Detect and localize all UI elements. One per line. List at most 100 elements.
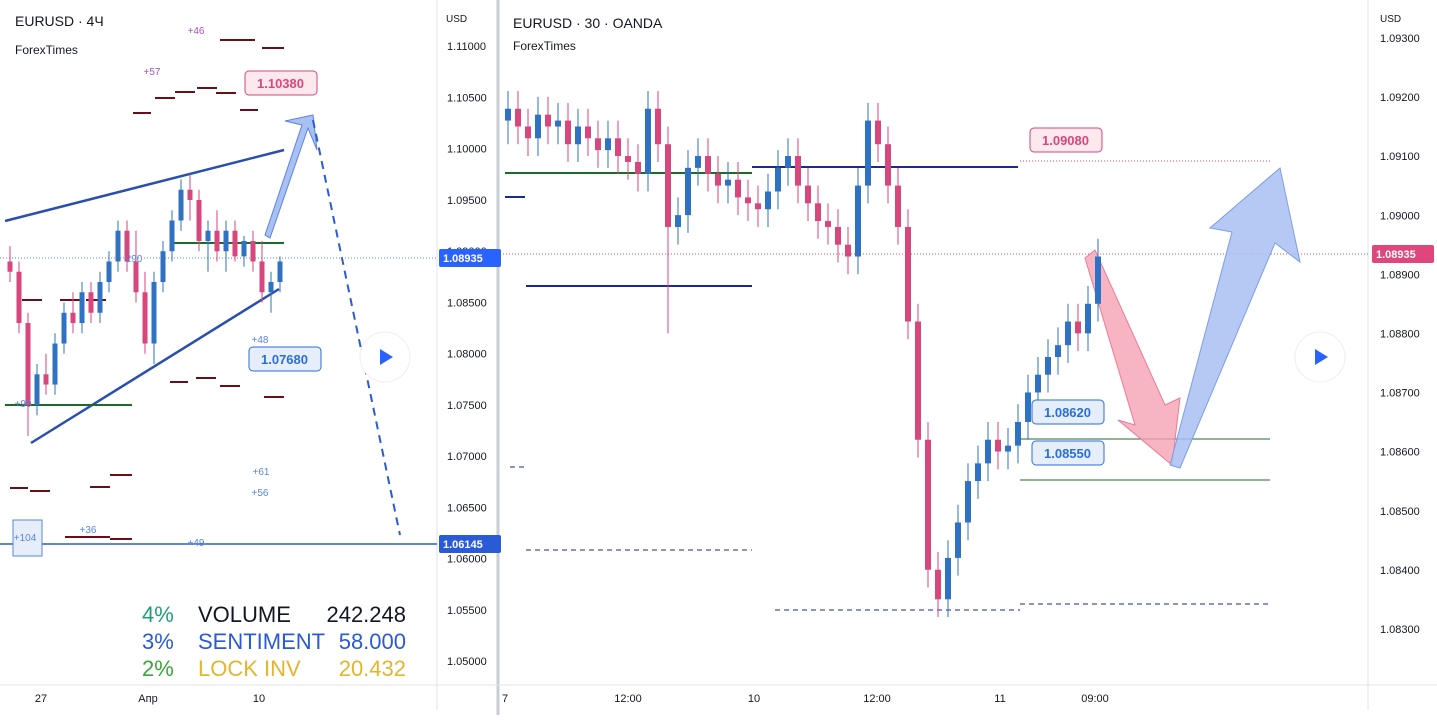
y-tick-label: 1.09000 (1380, 210, 1420, 222)
y-tick-label: 1.05500 (447, 605, 487, 617)
candle-body (575, 126, 581, 145)
candle-body (232, 230, 238, 257)
callout-label: 1.08620 (1044, 405, 1091, 420)
candle-body (133, 261, 139, 293)
currency: USD (1380, 14, 1401, 25)
stat-percent: 2% (142, 656, 174, 681)
stat-value: 58.000 (339, 629, 406, 654)
candle-body (25, 323, 31, 406)
price-tag-label: 1.08935 (1376, 249, 1416, 261)
candle-body (61, 312, 67, 344)
candle-body (205, 230, 211, 241)
candle-body (585, 126, 591, 139)
callout-label: 1.10380 (257, 76, 304, 91)
candle-body (845, 244, 851, 257)
candle-body (79, 292, 85, 324)
x-tick-label: 12:00 (863, 693, 891, 705)
candle-body (785, 156, 791, 168)
candle-body (805, 185, 811, 204)
symbol: EURUSD · 4Ч (15, 13, 104, 29)
candle-body (1055, 345, 1061, 357)
x-tick-label: 27 (35, 693, 47, 705)
y-tick-label: 1.08900 (1380, 269, 1420, 281)
candle-body (545, 114, 551, 127)
currency: USD (446, 14, 467, 25)
x-tick-label: 11 (994, 693, 1005, 705)
y-tick-label: 1.06000 (447, 554, 487, 566)
candle-body (34, 374, 40, 406)
y-tick-label: 1.08500 (447, 297, 487, 309)
candle-body (605, 138, 611, 151)
candle-body (915, 321, 921, 440)
candle-body (1005, 445, 1011, 452)
candle-body (106, 261, 112, 282)
candle-body (178, 189, 184, 221)
candle-body (955, 522, 961, 558)
stat-percent: 3% (142, 629, 174, 654)
callout (1031, 440, 1105, 466)
play-buttons (359, 331, 1346, 383)
candle-body (97, 281, 103, 313)
candle-body (855, 185, 861, 257)
candle-body (160, 251, 166, 282)
candle-body (735, 179, 741, 198)
y-tick-label: 1.08000 (447, 349, 487, 361)
candle-body (515, 108, 521, 127)
callout (1029, 127, 1103, 153)
y-tick-label: 1.09500 (447, 195, 487, 207)
candle-body (214, 230, 220, 252)
candle-body (250, 240, 256, 262)
candle-body (975, 463, 981, 482)
level-note: +104 (14, 533, 37, 544)
candle-body (795, 156, 801, 186)
y-tick-label: 1.07000 (447, 451, 487, 463)
y-tick-label: 1.08600 (1380, 447, 1420, 459)
candle-body (655, 108, 661, 145)
stat-value: 242.248 (326, 602, 406, 627)
candle-body (765, 191, 771, 210)
candle-body (16, 271, 22, 324)
x-tick-label: 10 (748, 693, 760, 705)
candle-body (1075, 321, 1081, 334)
callout-label: 1.07680 (261, 352, 308, 367)
candle-body (835, 226, 841, 245)
candle-body (241, 240, 247, 257)
candle-body (745, 197, 751, 204)
candle-body (905, 226, 911, 322)
x-tick-label: 7 (502, 693, 508, 705)
candle-body (825, 221, 831, 227)
level-note: +90 (15, 399, 32, 410)
candle-body (965, 481, 971, 523)
candle-body (675, 215, 681, 227)
y-tick-label: 1.07500 (447, 400, 487, 412)
callout (1031, 399, 1105, 425)
candle-body (865, 120, 871, 186)
candle-body (223, 230, 229, 252)
callout (248, 346, 322, 372)
stat-percent: 4% (142, 602, 174, 627)
price-tag (439, 535, 501, 553)
candle-body (695, 156, 701, 168)
y-tick-label: 1.08500 (1380, 506, 1420, 518)
candle-body (115, 230, 121, 262)
level-note: +61 (253, 467, 270, 478)
level-note: +56 (252, 488, 269, 499)
y-tick-label: 1.09100 (1380, 151, 1420, 163)
candle-body (885, 144, 891, 186)
y-tick-label: 1.08700 (1380, 388, 1420, 400)
stat-value: 20.432 (339, 656, 406, 681)
level-note: +57 (144, 67, 161, 78)
candle-body (685, 167, 691, 216)
stat-name: LOCK INV (198, 656, 301, 681)
source: ForexTimes (513, 39, 576, 53)
candle-body (88, 292, 94, 313)
candle-body (1095, 256, 1101, 304)
candle-body (595, 138, 601, 151)
candle-body (7, 261, 13, 272)
candle-body (705, 156, 711, 174)
candle-body (815, 203, 821, 222)
level-note: +49 (188, 538, 205, 549)
candle-body (725, 179, 731, 186)
price-tag-label: 1.06145 (443, 539, 483, 551)
